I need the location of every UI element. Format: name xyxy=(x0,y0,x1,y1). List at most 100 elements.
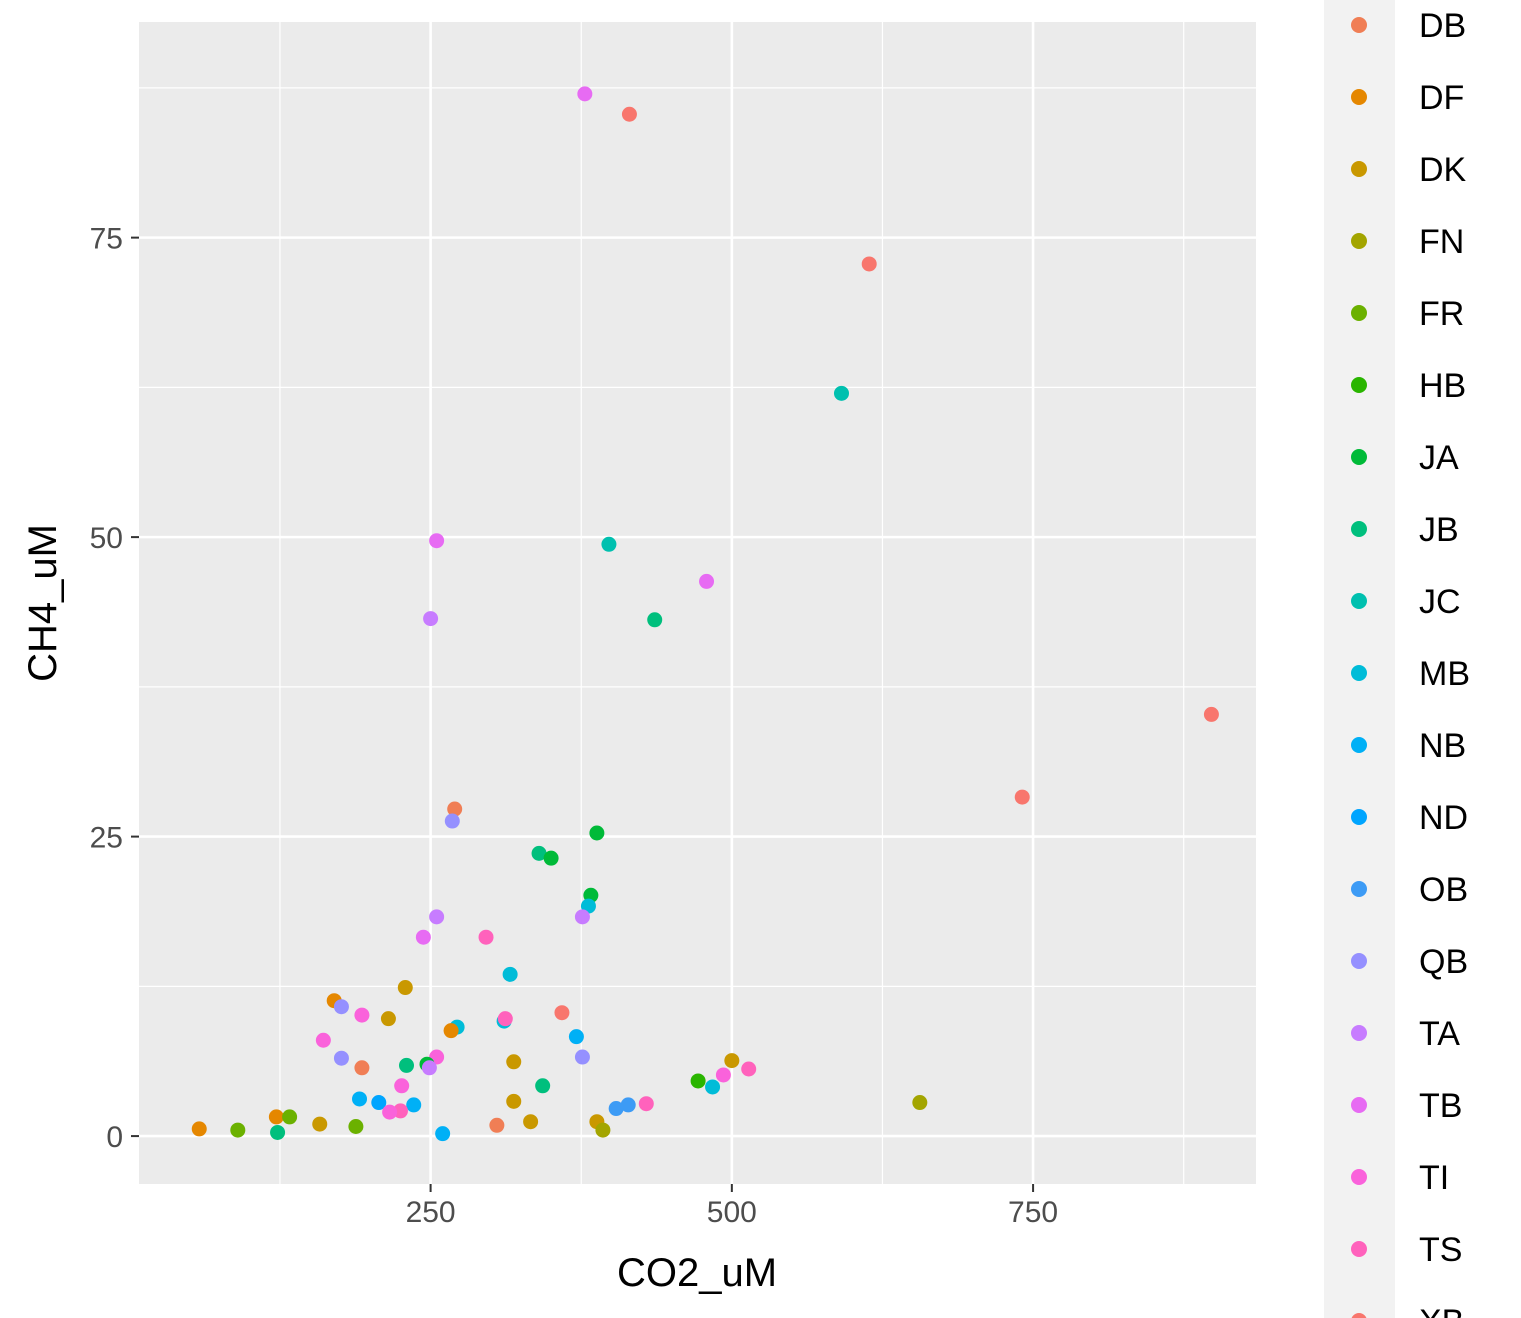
legend-key-tb xyxy=(1351,1097,1367,1113)
plot-panel xyxy=(139,22,1256,1184)
data-point-55 xyxy=(638,1096,654,1112)
data-point-56 xyxy=(620,1097,636,1113)
data-point-4 xyxy=(429,533,445,549)
data-point-15 xyxy=(543,850,559,866)
x-axis-title: CO2_uM xyxy=(617,1251,777,1295)
legend-label-nd: ND xyxy=(1419,799,1468,837)
data-point-59 xyxy=(382,1104,398,1120)
data-point-47 xyxy=(705,1079,721,1095)
data-point-27 xyxy=(354,1007,370,1023)
legend-key-df xyxy=(1351,89,1367,105)
legend-label-db: DB xyxy=(1419,7,1466,45)
data-point-0 xyxy=(577,86,593,102)
legend-key-mb xyxy=(1351,665,1367,681)
data-point-39 xyxy=(724,1053,740,1069)
legend-key-ts xyxy=(1351,1241,1367,1257)
grid-minor xyxy=(139,22,1256,1184)
legend-label-fr: FR xyxy=(1419,295,1464,333)
data-point-54 xyxy=(912,1095,928,1111)
legend-label-ti: TI xyxy=(1419,1159,1449,1197)
y-tick-label-3: 75 xyxy=(90,223,123,256)
legend-label-dk: DK xyxy=(1419,151,1467,189)
legend-key-hb xyxy=(1351,377,1367,393)
legend-label-df: DF xyxy=(1419,79,1464,117)
legend-key-db xyxy=(1351,17,1367,33)
data-point-70 xyxy=(270,1124,286,1140)
data-point-67 xyxy=(191,1121,207,1137)
y-axis-ticks: 0 25 50 75 xyxy=(90,223,139,1154)
data-point-6 xyxy=(699,573,715,589)
data-point-66 xyxy=(348,1118,364,1134)
y-tick-label-0: 0 xyxy=(106,1121,123,1154)
legend-key-jb xyxy=(1351,521,1367,537)
legend-key-xb xyxy=(1351,1313,1367,1318)
data-point-28 xyxy=(380,1011,396,1027)
data-point-53 xyxy=(506,1093,522,1109)
legend-label-ja: JA xyxy=(1419,439,1459,477)
data-point-42 xyxy=(421,1060,437,1076)
data-point-49 xyxy=(394,1078,410,1094)
data-point-10 xyxy=(1014,789,1030,805)
x-tick-label-0: 250 xyxy=(406,1196,456,1229)
data-point-35 xyxy=(333,1050,349,1066)
data-point-20 xyxy=(415,929,431,945)
data-point-51 xyxy=(371,1095,387,1111)
y-tick-label-2: 50 xyxy=(90,522,123,555)
data-point-62 xyxy=(523,1114,539,1130)
data-point-13 xyxy=(589,825,605,841)
y-tick-label-1: 25 xyxy=(90,822,123,855)
legend-label-hb: HB xyxy=(1419,367,1466,405)
legend-key-background xyxy=(1324,0,1395,1318)
data-point-48 xyxy=(535,1078,551,1094)
data-point-8 xyxy=(647,612,663,628)
legend-label-nb: NB xyxy=(1419,727,1466,765)
data-point-25 xyxy=(333,999,349,1015)
legend-label-qb: QB xyxy=(1419,943,1468,981)
data-point-58 xyxy=(392,1103,408,1119)
legend-label-jb: JB xyxy=(1419,511,1459,549)
legend-label-jc: JC xyxy=(1419,583,1461,621)
x-tick-label-1: 500 xyxy=(707,1196,757,1229)
x-axis-ticks: 250 500 750 xyxy=(406,1184,1058,1229)
data-point-65 xyxy=(489,1117,505,1133)
legend-label-ta: TA xyxy=(1419,1015,1460,1053)
data-point-9 xyxy=(1203,706,1219,722)
data-point-18 xyxy=(429,909,445,925)
legend: DB DF DK FN FR HB JA JB JC MB NB ND OB QB TA TB TI TS XB xyxy=(1351,7,1470,1318)
data-point-64 xyxy=(312,1116,328,1132)
data-point-68 xyxy=(230,1122,246,1138)
data-point-23 xyxy=(397,980,413,996)
legend-label-fn: FN xyxy=(1419,223,1464,261)
data-point-57 xyxy=(608,1101,624,1117)
data-point-71 xyxy=(435,1126,451,1142)
legend-key-ob xyxy=(1351,881,1367,897)
data-point-40 xyxy=(399,1057,415,1073)
data-point-7 xyxy=(423,611,439,627)
data-point-36 xyxy=(574,1049,590,1065)
legend-key-dk xyxy=(1351,161,1367,177)
data-point-21 xyxy=(478,929,494,945)
x-tick-label-2: 750 xyxy=(1008,1196,1058,1229)
data-point-11 xyxy=(447,801,463,817)
data-point-2 xyxy=(861,256,877,272)
data-point-30 xyxy=(497,1011,513,1027)
legend-label-mb: MB xyxy=(1419,655,1470,693)
y-axis-title: CH4_uM xyxy=(21,524,65,682)
legend-label-ts: TS xyxy=(1419,1231,1462,1269)
data-points xyxy=(191,86,1219,1142)
data-point-43 xyxy=(354,1060,370,1076)
data-point-44 xyxy=(741,1061,757,1077)
legend-label-tb: TB xyxy=(1419,1087,1462,1125)
data-point-46 xyxy=(690,1073,706,1089)
legend-key-nb xyxy=(1351,737,1367,753)
legend-label-xb: XB xyxy=(1419,1303,1464,1318)
legend-label-ob: OB xyxy=(1419,871,1468,909)
data-point-5 xyxy=(601,536,617,552)
legend-key-fn xyxy=(1351,233,1367,249)
data-point-14 xyxy=(531,845,547,861)
legend-key-qb xyxy=(1351,953,1367,969)
data-point-26 xyxy=(554,1005,570,1021)
data-point-19 xyxy=(574,909,590,925)
legend-key-nd xyxy=(1351,809,1367,825)
